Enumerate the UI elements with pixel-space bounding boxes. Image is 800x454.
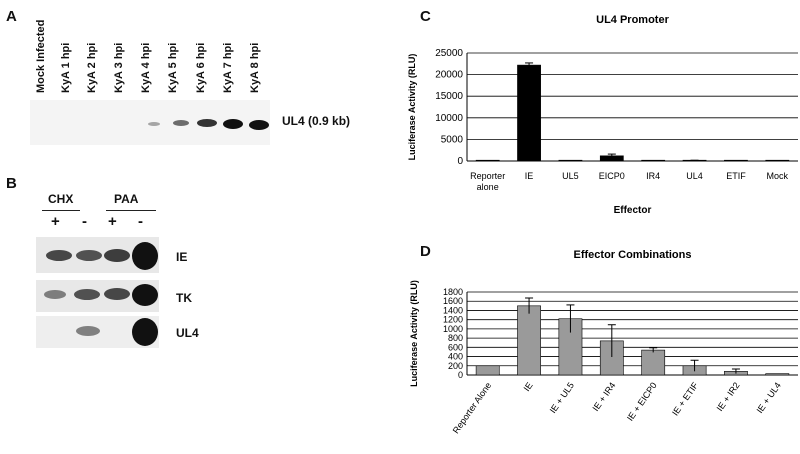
x-tick-label: UL5 [562, 171, 579, 181]
x-tick-label: IE + IR4 [590, 380, 617, 413]
bar [558, 159, 583, 162]
panel-c-letter: C [420, 8, 431, 25]
group-underline [106, 210, 156, 211]
y-tick-label: 5000 [441, 134, 464, 145]
x-tick-label: EICP0 [599, 171, 625, 181]
chart-title: UL4 Promoter [596, 14, 669, 26]
bar [765, 159, 790, 162]
gel-band [249, 120, 269, 130]
gel-blot-ul4 [36, 316, 159, 348]
panel-a-letter: A [6, 8, 17, 25]
gel-blot-ie [36, 237, 159, 273]
lane-label: KyA 6 hpi [195, 42, 207, 93]
gel-band [197, 119, 217, 127]
chart-ul4-promoter: UL4 Promoter 0 5000 10000 15000 20000 25000 Luc… [407, 14, 798, 216]
treatment-sign: + [108, 213, 117, 230]
x-tick-label: ETIF [726, 171, 746, 181]
gel-band [132, 284, 158, 306]
x-tick-label: IR4 [646, 171, 660, 181]
bar [475, 365, 500, 376]
blot-row-label: IE [176, 250, 188, 264]
gel-band [223, 119, 243, 129]
lane-label: KyA 4 hpi [140, 42, 152, 93]
gel-blot-a [30, 100, 270, 145]
treatment-sign: - [138, 213, 143, 230]
y-tick-label: 400 [448, 352, 463, 362]
lane-label: KyA 8 hpi [249, 42, 261, 93]
gel-band [132, 318, 158, 346]
gel-blot-tk [36, 280, 159, 312]
y-tick-label: 1200 [443, 315, 463, 325]
bar [517, 305, 541, 376]
chart-effector-combinations: Effector Combinations 0200400600800100012… [409, 249, 798, 435]
lane-label: KyA 7 hpi [222, 42, 234, 93]
y-tick-label: 25000 [435, 48, 463, 59]
y-tick-label: 1600 [443, 296, 463, 306]
y-tick-label: 1000 [443, 324, 463, 334]
blot-row-label: TK [176, 291, 192, 305]
bar [724, 159, 748, 162]
y-tick-label: 800 [448, 333, 463, 343]
group-label-paa: PAA [114, 192, 139, 206]
y-tick-label: 600 [448, 342, 463, 352]
bar [475, 159, 500, 162]
gel-band-label: UL4 (0.9 kb) [282, 114, 351, 128]
lane-label: KyA 2 hpi [86, 42, 98, 93]
treatment-sign: - [82, 213, 87, 230]
panel-d-letter: D [420, 243, 431, 260]
x-tick-label: IE [522, 380, 535, 393]
y-tick-label: 0 [457, 156, 463, 167]
x-tick-label: IE [525, 171, 534, 181]
y-axis-label: Luciferase Activity (RLU) [407, 54, 417, 161]
y-tick-label: 1400 [443, 305, 463, 315]
group-underline [42, 210, 80, 211]
y-tick-label: 15000 [435, 91, 463, 102]
gel-band [104, 249, 130, 262]
gel-band [74, 289, 100, 300]
x-tick-label: IE + ETIF [670, 380, 700, 417]
x-tick-label: Mock [767, 171, 789, 181]
group-label-chx: CHX [48, 192, 74, 206]
lane-label: KyA 3 hpi [113, 42, 125, 93]
y-tick-label: 10000 [435, 113, 463, 124]
lane-label: KyA 5 hpi [167, 42, 179, 93]
panel-b-letter: B [6, 175, 17, 192]
gel-band [76, 326, 100, 336]
y-tick-label: 1800 [443, 287, 463, 297]
x-tick-label: IE + EICP0 [625, 380, 659, 422]
y-tick-label: 20000 [435, 70, 463, 81]
gel-band [46, 250, 72, 261]
y-tick-label: 0 [458, 370, 463, 380]
y-axis-label: Luciferase Activity (RLU) [409, 280, 419, 387]
y-tick-label: 200 [448, 361, 463, 371]
x-tick-label: IE + UL4 [755, 380, 783, 415]
bar [641, 349, 666, 376]
x-tick-label: UL4 [686, 171, 703, 181]
gel-band [173, 120, 189, 126]
treatment-sign: + [51, 213, 60, 230]
x-tick-label: Reporter Alone [451, 380, 494, 435]
x-tick-label: IE + UL5 [548, 380, 576, 415]
bar [765, 373, 790, 376]
x-tick-label: IE + IR2 [715, 380, 742, 413]
gel-band [104, 288, 130, 300]
lane-label: Mock Infected [35, 19, 47, 93]
gel-band [76, 250, 102, 261]
lane-label: KyA 1 hpi [60, 42, 72, 93]
gel-band [132, 242, 158, 270]
x-tick-label: Reporter alone [470, 171, 505, 192]
blot-row-label: UL4 [176, 326, 199, 340]
chart-title: Effector Combinations [574, 249, 692, 261]
gel-band [44, 290, 66, 299]
bar [641, 159, 666, 162]
gel-band [148, 122, 160, 126]
bar [517, 64, 541, 162]
x-axis-label: Effector [614, 205, 652, 216]
